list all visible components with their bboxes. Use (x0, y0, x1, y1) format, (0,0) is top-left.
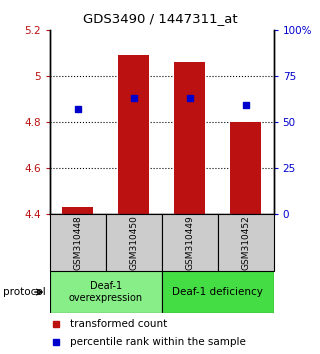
Bar (162, 214, 218, 271)
Bar (174, 62, 205, 214)
Text: transformed count: transformed count (70, 319, 167, 329)
Bar (50, 271, 162, 313)
Text: percentile rank within the sample: percentile rank within the sample (70, 337, 246, 347)
Bar (118, 56, 149, 214)
Text: GSM310450: GSM310450 (129, 215, 138, 270)
Text: Deaf-1 deficiency: Deaf-1 deficiency (172, 287, 263, 297)
Bar (230, 122, 261, 214)
Text: protocol: protocol (3, 287, 46, 297)
Text: GSM310449: GSM310449 (185, 215, 194, 270)
Text: GSM310452: GSM310452 (241, 215, 250, 270)
Bar (162, 271, 274, 313)
Bar (106, 214, 162, 271)
Text: GSM310448: GSM310448 (73, 215, 82, 270)
Bar (218, 214, 274, 271)
Text: Deaf-1
overexpression: Deaf-1 overexpression (68, 281, 143, 303)
Bar (62, 207, 93, 214)
Text: GDS3490 / 1447311_at: GDS3490 / 1447311_at (83, 12, 237, 25)
Bar (50, 214, 106, 271)
